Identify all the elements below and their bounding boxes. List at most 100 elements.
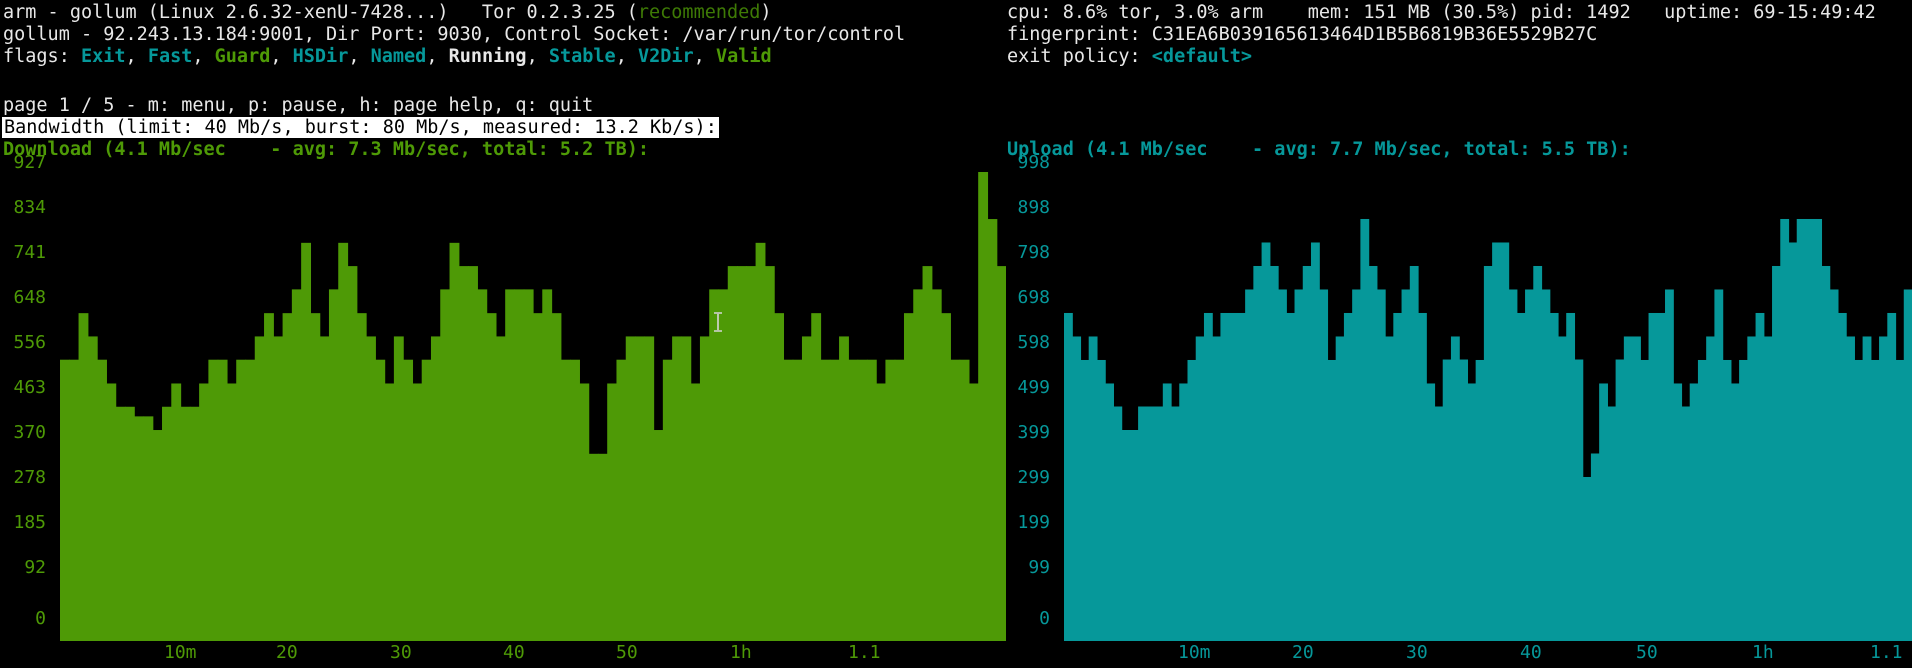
- download-x-tick: 1h: [730, 642, 752, 663]
- download-bar: [764, 266, 775, 641]
- download-bar: [616, 359, 627, 641]
- download-bar: [384, 383, 395, 641]
- download-bar: [264, 313, 274, 641]
- download-y-tick: 648: [13, 287, 46, 308]
- upload-bar: [1228, 312, 1238, 641]
- upload-bar: [1319, 289, 1329, 641]
- upload-bar: [1755, 312, 1765, 641]
- download-bar: [560, 359, 571, 641]
- download-bar: [551, 313, 562, 641]
- download-bar: [662, 359, 673, 641]
- upload-bar: [1253, 265, 1263, 641]
- download-bar: [913, 289, 924, 641]
- upload-bar: [1418, 312, 1427, 641]
- flag-separator: ,: [693, 46, 716, 67]
- flag-separator: ,: [426, 46, 449, 67]
- download-bar: [866, 359, 877, 641]
- upload-graph: [1064, 218, 1912, 641]
- upload-bar: [1335, 336, 1345, 641]
- upload-x-tick: 1.1: [1870, 642, 1903, 663]
- download-x-tick: 10m: [164, 642, 197, 663]
- download-bar: [347, 266, 358, 641]
- download-bar: [922, 266, 933, 641]
- upload-y-tick: 598: [1017, 332, 1050, 353]
- download-bar: [87, 336, 98, 641]
- upload-bar: [1162, 383, 1172, 641]
- download-bar: [115, 406, 126, 641]
- upload-bar: [1475, 359, 1485, 641]
- download-bar: [495, 336, 506, 641]
- flags-label: flags:: [3, 46, 81, 67]
- upload-bar: [1393, 312, 1403, 641]
- upload-bar: [1138, 406, 1147, 641]
- download-bar: [78, 313, 89, 641]
- flags-line: flags: Exit, Fast, Guard, HSDir, Named, …: [3, 46, 772, 68]
- upload-bar: [1632, 336, 1641, 641]
- download-y-tick: 741: [13, 242, 46, 263]
- upload-bar: [1064, 312, 1073, 641]
- upload-bar: [1599, 383, 1608, 641]
- upload-x-tick: 30: [1406, 642, 1428, 663]
- download-bar: [876, 383, 887, 641]
- upload-bar: [1343, 312, 1353, 641]
- download-bar: [356, 313, 367, 641]
- upload-bar: [1829, 289, 1839, 641]
- download-x-tick: 1.1: [848, 642, 881, 663]
- upload-y-tick: 0: [1039, 608, 1050, 629]
- download-bar: [699, 336, 710, 641]
- download-bar: [718, 289, 729, 641]
- download-bar: [430, 336, 441, 641]
- upload-y-tick: 399: [1017, 422, 1050, 443]
- upload-bar: [1837, 312, 1847, 641]
- download-bar: [514, 289, 525, 641]
- download-bar: [903, 313, 914, 641]
- flag-fast: Fast: [147, 46, 193, 67]
- upload-y-tick: 898: [1017, 197, 1050, 218]
- exit-policy-value: <default>: [1151, 46, 1253, 67]
- download-x-tick: 50: [616, 642, 638, 663]
- upload-bar: [1179, 383, 1189, 641]
- upload-bar: [1846, 336, 1855, 641]
- upload-bar: [1072, 336, 1082, 641]
- download-bar: [180, 406, 191, 641]
- upload-bar: [1895, 359, 1905, 641]
- flag-running: Running: [448, 46, 527, 67]
- download-x-tick: 30: [390, 642, 412, 663]
- upload-bar: [1739, 359, 1748, 641]
- upload-bar: [1278, 289, 1287, 641]
- upload-bar: [1376, 289, 1386, 641]
- flag-v2dir: V2Dir: [637, 46, 694, 67]
- upload-bar: [1195, 336, 1205, 641]
- upload-bar: [1763, 336, 1773, 641]
- upload-bar: [1492, 242, 1501, 641]
- bandwidth-heading[interactable]: Bandwidth (limit: 40 Mb/s, burst: 80 Mb/…: [2, 117, 719, 138]
- upload-bar: [1862, 336, 1872, 641]
- upload-bar: [1236, 312, 1246, 641]
- upload-bar: [1302, 265, 1312, 641]
- upload-bar: [1648, 312, 1658, 641]
- download-bar: [245, 359, 256, 641]
- download-bar: [987, 219, 998, 641]
- upload-y-tick: 998: [1017, 152, 1050, 173]
- download-bar: [894, 359, 905, 641]
- download-bar: [996, 266, 1006, 641]
- flag-guard: Guard: [214, 46, 271, 67]
- download-bar: [690, 383, 701, 641]
- upload-y-tick: 499: [1017, 377, 1050, 398]
- download-bar: [440, 289, 451, 641]
- upload-bar: [1574, 359, 1584, 641]
- upload-bar: [1566, 312, 1576, 641]
- upload-bar: [1500, 242, 1510, 641]
- download-bar: [226, 383, 237, 641]
- upload-bar: [1294, 289, 1304, 641]
- download-bar: [783, 359, 794, 641]
- section-title[interactable]: Bandwidth (limit: 40 Mb/s, burst: 80 Mb/…: [2, 117, 719, 139]
- upload-bar: [1203, 312, 1213, 641]
- download-bar: [282, 313, 293, 641]
- upload-x-tick: 1h: [1752, 642, 1774, 663]
- download-bar: [319, 336, 330, 641]
- download-bar: [968, 383, 979, 641]
- upload-bar: [1681, 406, 1691, 641]
- upload-bar: [1722, 359, 1732, 641]
- upload-bar: [1154, 406, 1164, 641]
